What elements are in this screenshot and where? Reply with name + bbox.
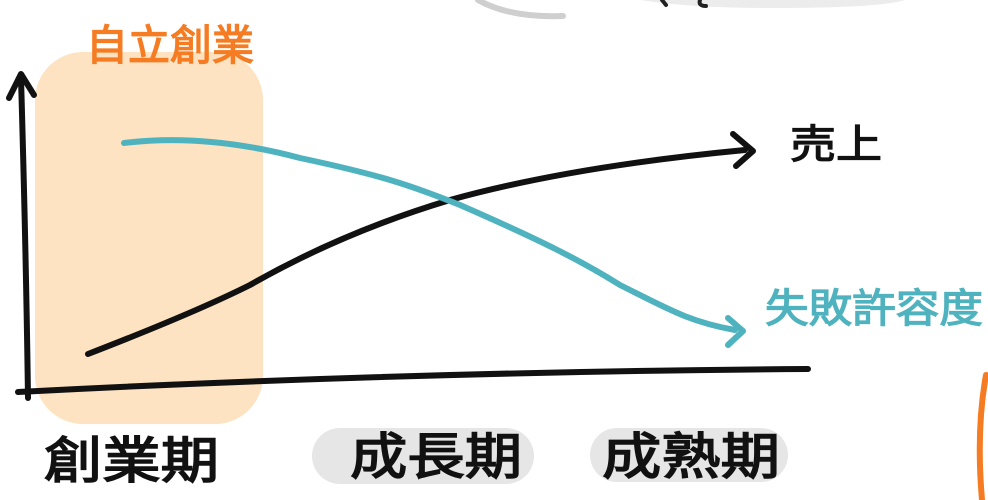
y-axis-arrowhead (6, 71, 37, 101)
y-axis (18, 75, 31, 401)
series-line-failure-tolerance (121, 137, 738, 333)
top-sketch-pill (640, 0, 905, 8)
phase-pill-mature (590, 428, 788, 482)
phase-label-founding: 創業期 (44, 432, 219, 490)
edge-sketch-stroke (976, 372, 988, 500)
top-sketch-stroke (475, 0, 566, 20)
diagram-title: 自立創業 (86, 21, 254, 70)
founding-phase-highlight (35, 52, 263, 424)
top-sketch-mark (660, 0, 708, 8)
phase-label-growth: 成長期 (350, 428, 522, 486)
phase-pill-growth (312, 428, 534, 484)
series-line-sales (85, 147, 748, 357)
phase-label-mature: 成熟期 (602, 428, 780, 486)
x-axis (15, 366, 811, 395)
series-arrowhead-failure-tolerance (725, 315, 746, 348)
series-label-sales: 売上 (790, 122, 882, 168)
series-arrowhead-sales (730, 131, 756, 169)
series-label-failure-tolerance: 失敗許容度 (765, 286, 983, 332)
